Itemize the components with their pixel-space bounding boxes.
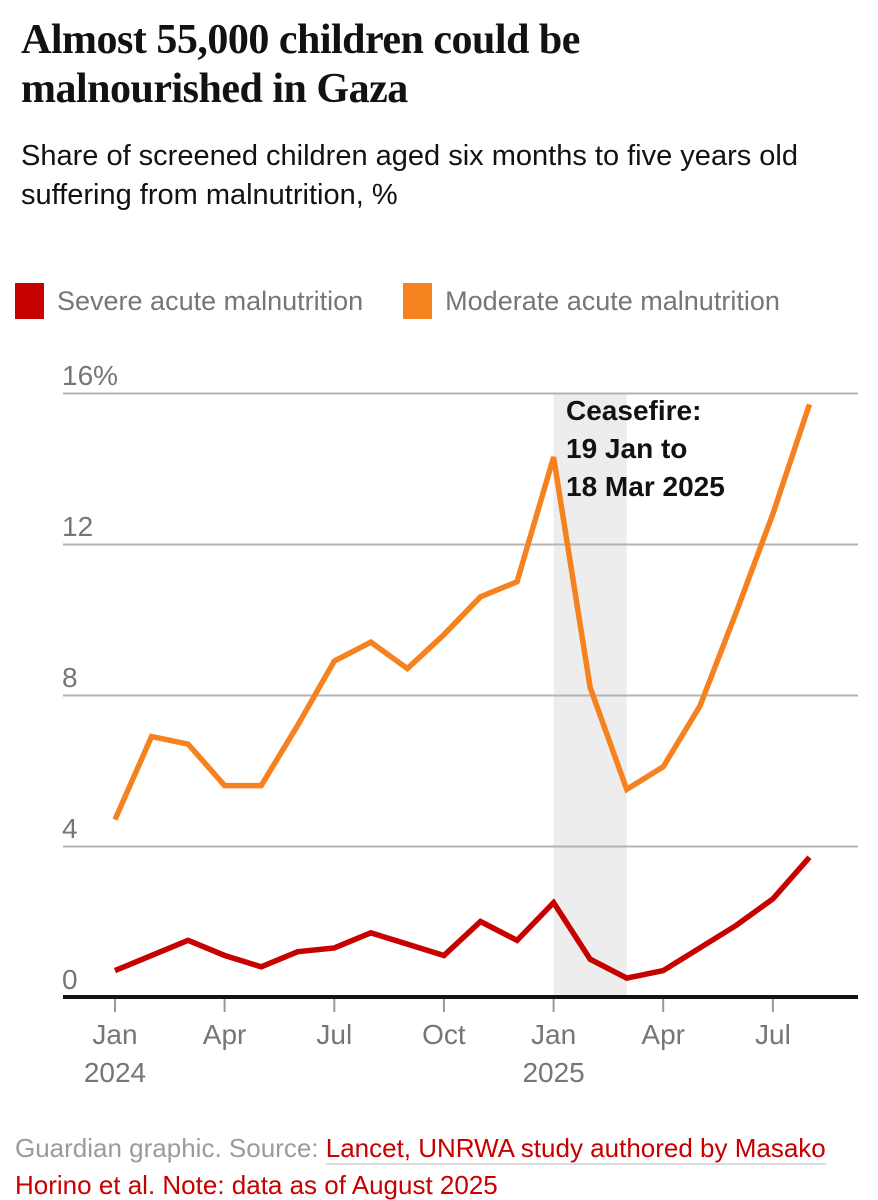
chart-subtitle: Share of screened children aged six mont… xyxy=(21,140,798,211)
y-tick-0: 0 xyxy=(62,964,78,995)
chart-legend: Severe acute malnutrition Moderate acute… xyxy=(15,283,780,319)
y-tick-8: 8 xyxy=(62,662,78,693)
x-tick-year-2025: 2025 xyxy=(522,1057,584,1088)
legend-item-severe: Severe acute malnutrition xyxy=(15,283,363,319)
source-link[interactable]: Lancet, UNRWA study authored by Masako H… xyxy=(15,1133,826,1200)
legend-label-moderate: Moderate acute malnutrition xyxy=(445,286,780,316)
series-line-moderate-acute-malnutrition xyxy=(112,403,813,821)
x-tick-year-2024: 2024 xyxy=(84,1057,146,1088)
legend-item-moderate: Moderate acute malnutrition xyxy=(403,283,780,319)
x-tick-apr25: Apr xyxy=(641,1019,685,1050)
malnutrition-line-chart: 16% 12 8 4 0 Ceasefire: 19 Jan to 18 Mar… xyxy=(62,360,858,1088)
y-tick-16: 16% xyxy=(62,360,118,391)
x-tick-jan24: Jan xyxy=(92,1019,137,1050)
chart-header: Almost 55,000 children could be malnouri… xyxy=(21,16,851,215)
source-prefix: Guardian graphic. Source: xyxy=(15,1133,326,1163)
series-layer xyxy=(112,403,813,982)
series-line-severe-acute-malnutrition xyxy=(113,855,812,982)
y-tick-12: 12 xyxy=(62,511,93,542)
ceasefire-annotation-line2: 19 Jan to xyxy=(566,433,687,464)
page-title: Almost 55,000 children could be malnouri… xyxy=(21,17,580,112)
x-tick-apr24: Apr xyxy=(203,1019,247,1050)
severe-color-swatch xyxy=(15,283,44,319)
y-tick-4: 4 xyxy=(62,813,78,844)
x-tick-jul25: Jul xyxy=(755,1019,791,1050)
x-tick-jan25: Jan xyxy=(531,1019,576,1050)
source-caption: Guardian graphic. Source: Lancet, UNRWA … xyxy=(15,1130,863,1200)
x-tick-jul24: Jul xyxy=(316,1019,352,1050)
x-tick-oct24: Oct xyxy=(422,1019,466,1050)
legend-label-severe: Severe acute malnutrition xyxy=(57,286,364,316)
ceasefire-annotation-line1: Ceasefire: xyxy=(566,395,701,426)
moderate-color-swatch xyxy=(403,283,433,319)
ceasefire-annotation-line3: 18 Mar 2025 xyxy=(566,471,725,502)
